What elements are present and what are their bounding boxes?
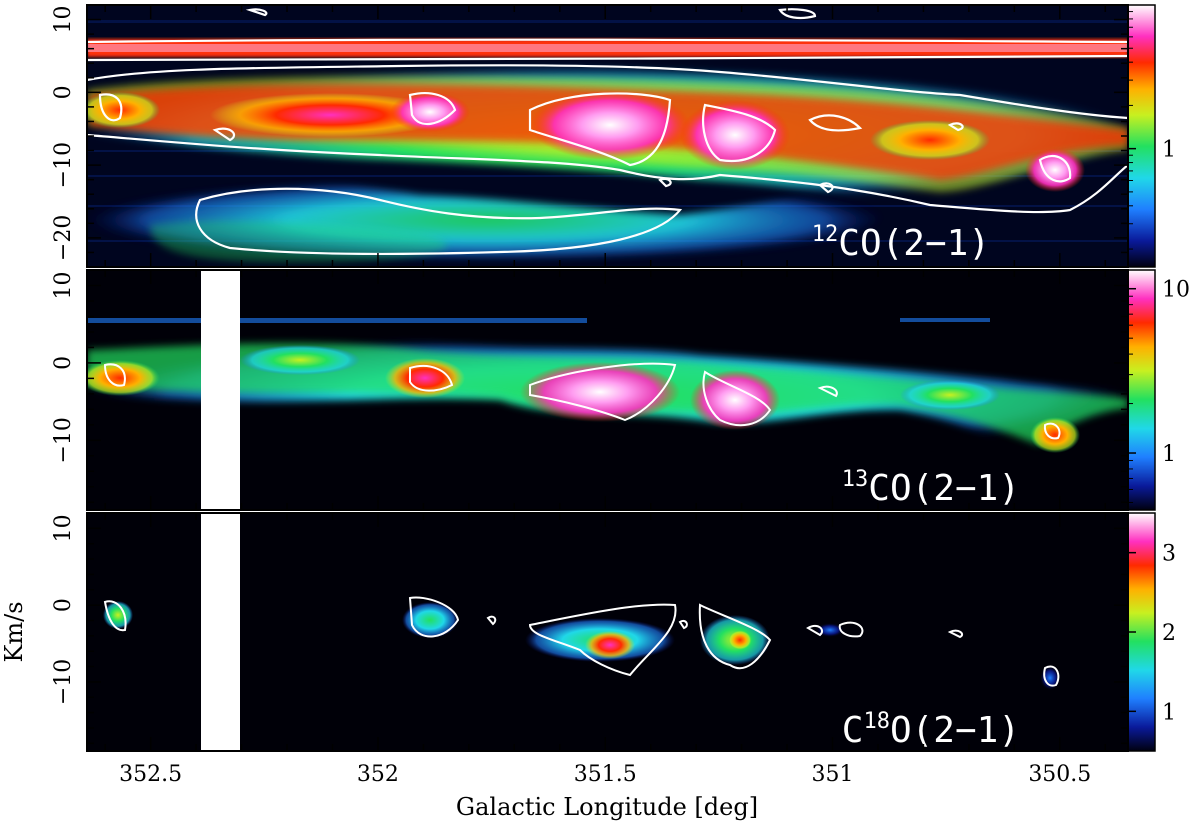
- panel-13co-emission: [87, 270, 1128, 510]
- panel-12co-label: 12CO(2−1): [812, 222, 990, 264]
- y-tick-label: 10: [51, 6, 76, 34]
- panel-c18o-contours: [103, 596, 1060, 687]
- colorbar-tick-label: 1: [1162, 442, 1176, 467]
- panel-12co: 12CO(2−1) 10 0 −10 −20 1: [51, 4, 1176, 268]
- panel-13co-contours: [103, 362, 1061, 440]
- x-axis-title: Galactic Longitude [deg]: [456, 793, 758, 821]
- y-tick-label: −10: [51, 142, 76, 188]
- colorbar-tick-label: 1: [1162, 138, 1176, 163]
- x-tick-label: 352.5: [119, 762, 182, 787]
- x-tick-label: 350.5: [1028, 762, 1091, 787]
- colorbar-tick-label: 3: [1162, 542, 1176, 567]
- y-tick-label: −20: [51, 215, 76, 261]
- y-tick-label: −10: [51, 659, 76, 705]
- panel-c18o: C18O(2−1) 10 0 −10 352.5 352 351.5 351 350.5 3 2 1: [51, 512, 1176, 787]
- panel-12co-emission: [87, 8, 1128, 262]
- panel-c18o-emission: [103, 513, 1060, 751]
- y-tick-label: −10: [51, 417, 76, 463]
- panel-13co-ticks: 10 0 −10 10 1: [51, 269, 1190, 510]
- panel-12co-colorbar: [1128, 5, 1155, 267]
- y-tick-label: 10: [51, 514, 76, 542]
- panel-12co-ticks: 10 0 −10 −20 1: [51, 4, 1176, 268]
- colorbar-tick-label: 2: [1162, 621, 1176, 646]
- y-tick-label: 0: [51, 85, 76, 99]
- y-tick-label: 0: [51, 356, 76, 370]
- x-tick-label: 351.5: [574, 762, 637, 787]
- panel-13co-label: 13CO(2−1): [842, 467, 1020, 509]
- y-tick-label: 10: [51, 271, 76, 299]
- panel-12co-contours: [87, 8, 1128, 256]
- x-tick-label: 351: [812, 762, 854, 787]
- y-tick-label: 0: [51, 598, 76, 612]
- colorbar-tick-label: 1: [1162, 700, 1176, 725]
- y-axis-title: Km/s: [0, 601, 28, 662]
- panel-c18o-masked-strip: [201, 513, 240, 751]
- panel-c18o-ticks: 10 0 −10 352.5 352 351.5 351 350.5 3 2 1: [51, 512, 1176, 787]
- colorbar-tick-label: 10: [1162, 278, 1190, 303]
- panel-c18o-label: C18O(2−1): [842, 709, 1020, 751]
- panel-13co-masked-strip: [201, 270, 240, 510]
- panel-13co-colorbar: [1128, 270, 1155, 510]
- panel-13co: 13CO(2−1) 10 0 −10 10 1: [51, 269, 1190, 511]
- x-tick-label: 352: [357, 762, 399, 787]
